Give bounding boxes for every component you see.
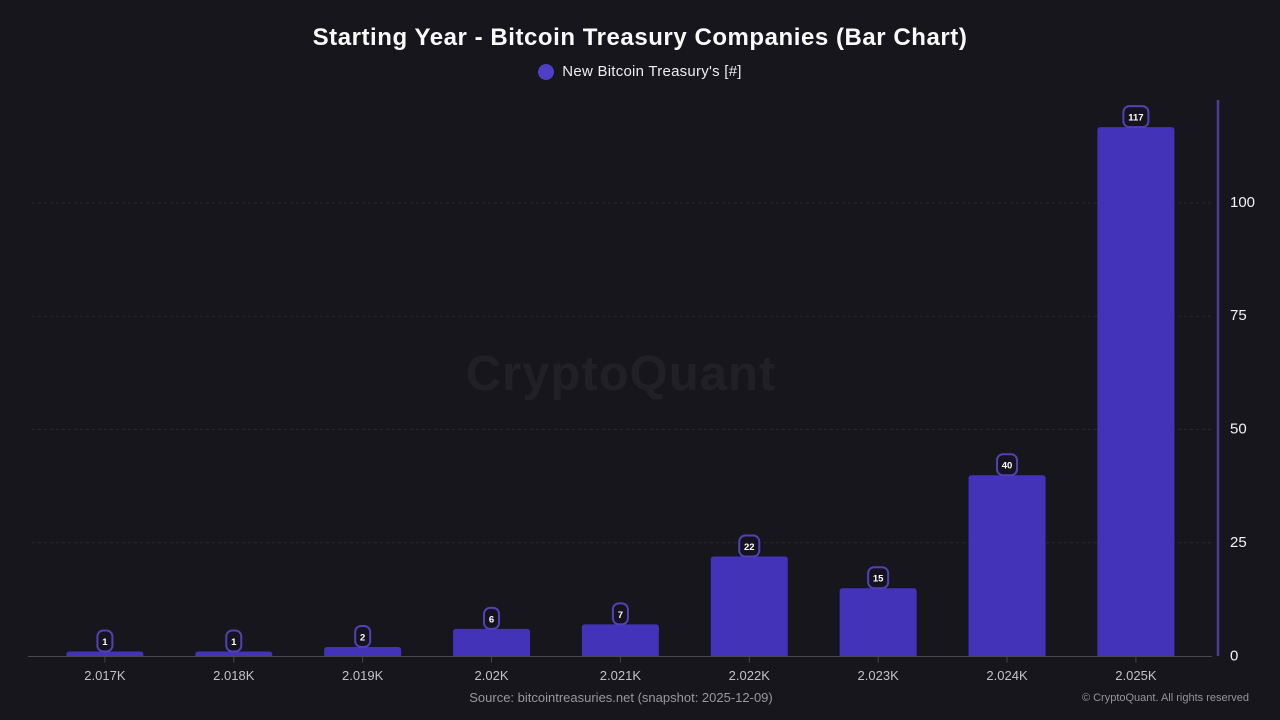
svg-text:6: 6 (489, 614, 494, 625)
svg-text:117: 117 (1128, 113, 1143, 124)
svg-text:2.023K: 2.023K (858, 668, 900, 683)
svg-text:7: 7 (618, 610, 623, 621)
svg-text:75: 75 (1230, 307, 1247, 324)
svg-text:2.022K: 2.022K (729, 668, 771, 683)
svg-text:2: 2 (360, 632, 365, 643)
svg-text:2.024K: 2.024K (986, 668, 1028, 683)
svg-text:2.02K: 2.02K (475, 668, 509, 683)
svg-text:2.019K: 2.019K (342, 668, 384, 683)
svg-text:50: 50 (1230, 421, 1247, 438)
svg-text:40: 40 (1002, 461, 1013, 472)
svg-text:22: 22 (744, 542, 755, 553)
svg-text:1: 1 (231, 637, 237, 648)
svg-text:2.021K: 2.021K (600, 668, 642, 683)
svg-text:100: 100 (1230, 194, 1255, 211)
svg-text:2.025K: 2.025K (1115, 668, 1157, 683)
svg-text:25: 25 (1230, 534, 1247, 551)
svg-text:15: 15 (873, 574, 884, 585)
svg-text:2.018K: 2.018K (213, 668, 255, 683)
svg-text:2.017K: 2.017K (84, 668, 126, 683)
svg-text:1: 1 (102, 637, 108, 648)
svg-text:0: 0 (1230, 647, 1238, 664)
